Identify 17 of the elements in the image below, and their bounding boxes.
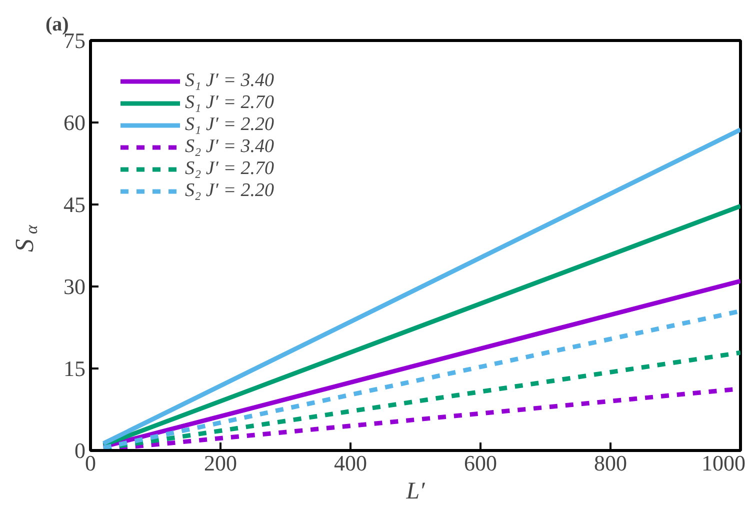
legend-label: S₂ J′ = 2.70 [185, 158, 274, 180]
legend-label: S₁ J′ = 2.70 [185, 92, 274, 114]
x-tick-label: 200 [204, 450, 237, 476]
x-tick-label: 1000 [702, 450, 746, 476]
legend-label: S₁ J′ = 2.20 [185, 114, 274, 136]
y-axis-title: Sα [10, 224, 41, 252]
legend-label: S₂ J′ = 3.40 [185, 136, 274, 158]
legend-label: S₂ J′ = 2.20 [185, 180, 274, 202]
x-tick-label: 800 [594, 450, 627, 476]
y-tick-label: 15 [64, 356, 86, 381]
x-tick-label: 600 [464, 450, 497, 476]
y-tick-label: 60 [64, 110, 86, 135]
x-axis-title: L′ [405, 478, 426, 504]
x-tick-label: 400 [334, 450, 367, 476]
legend-label: S₁ J′ = 3.40 [185, 70, 274, 92]
y-tick-label: 45 [64, 192, 86, 217]
y-tick-label: 30 [64, 274, 86, 299]
